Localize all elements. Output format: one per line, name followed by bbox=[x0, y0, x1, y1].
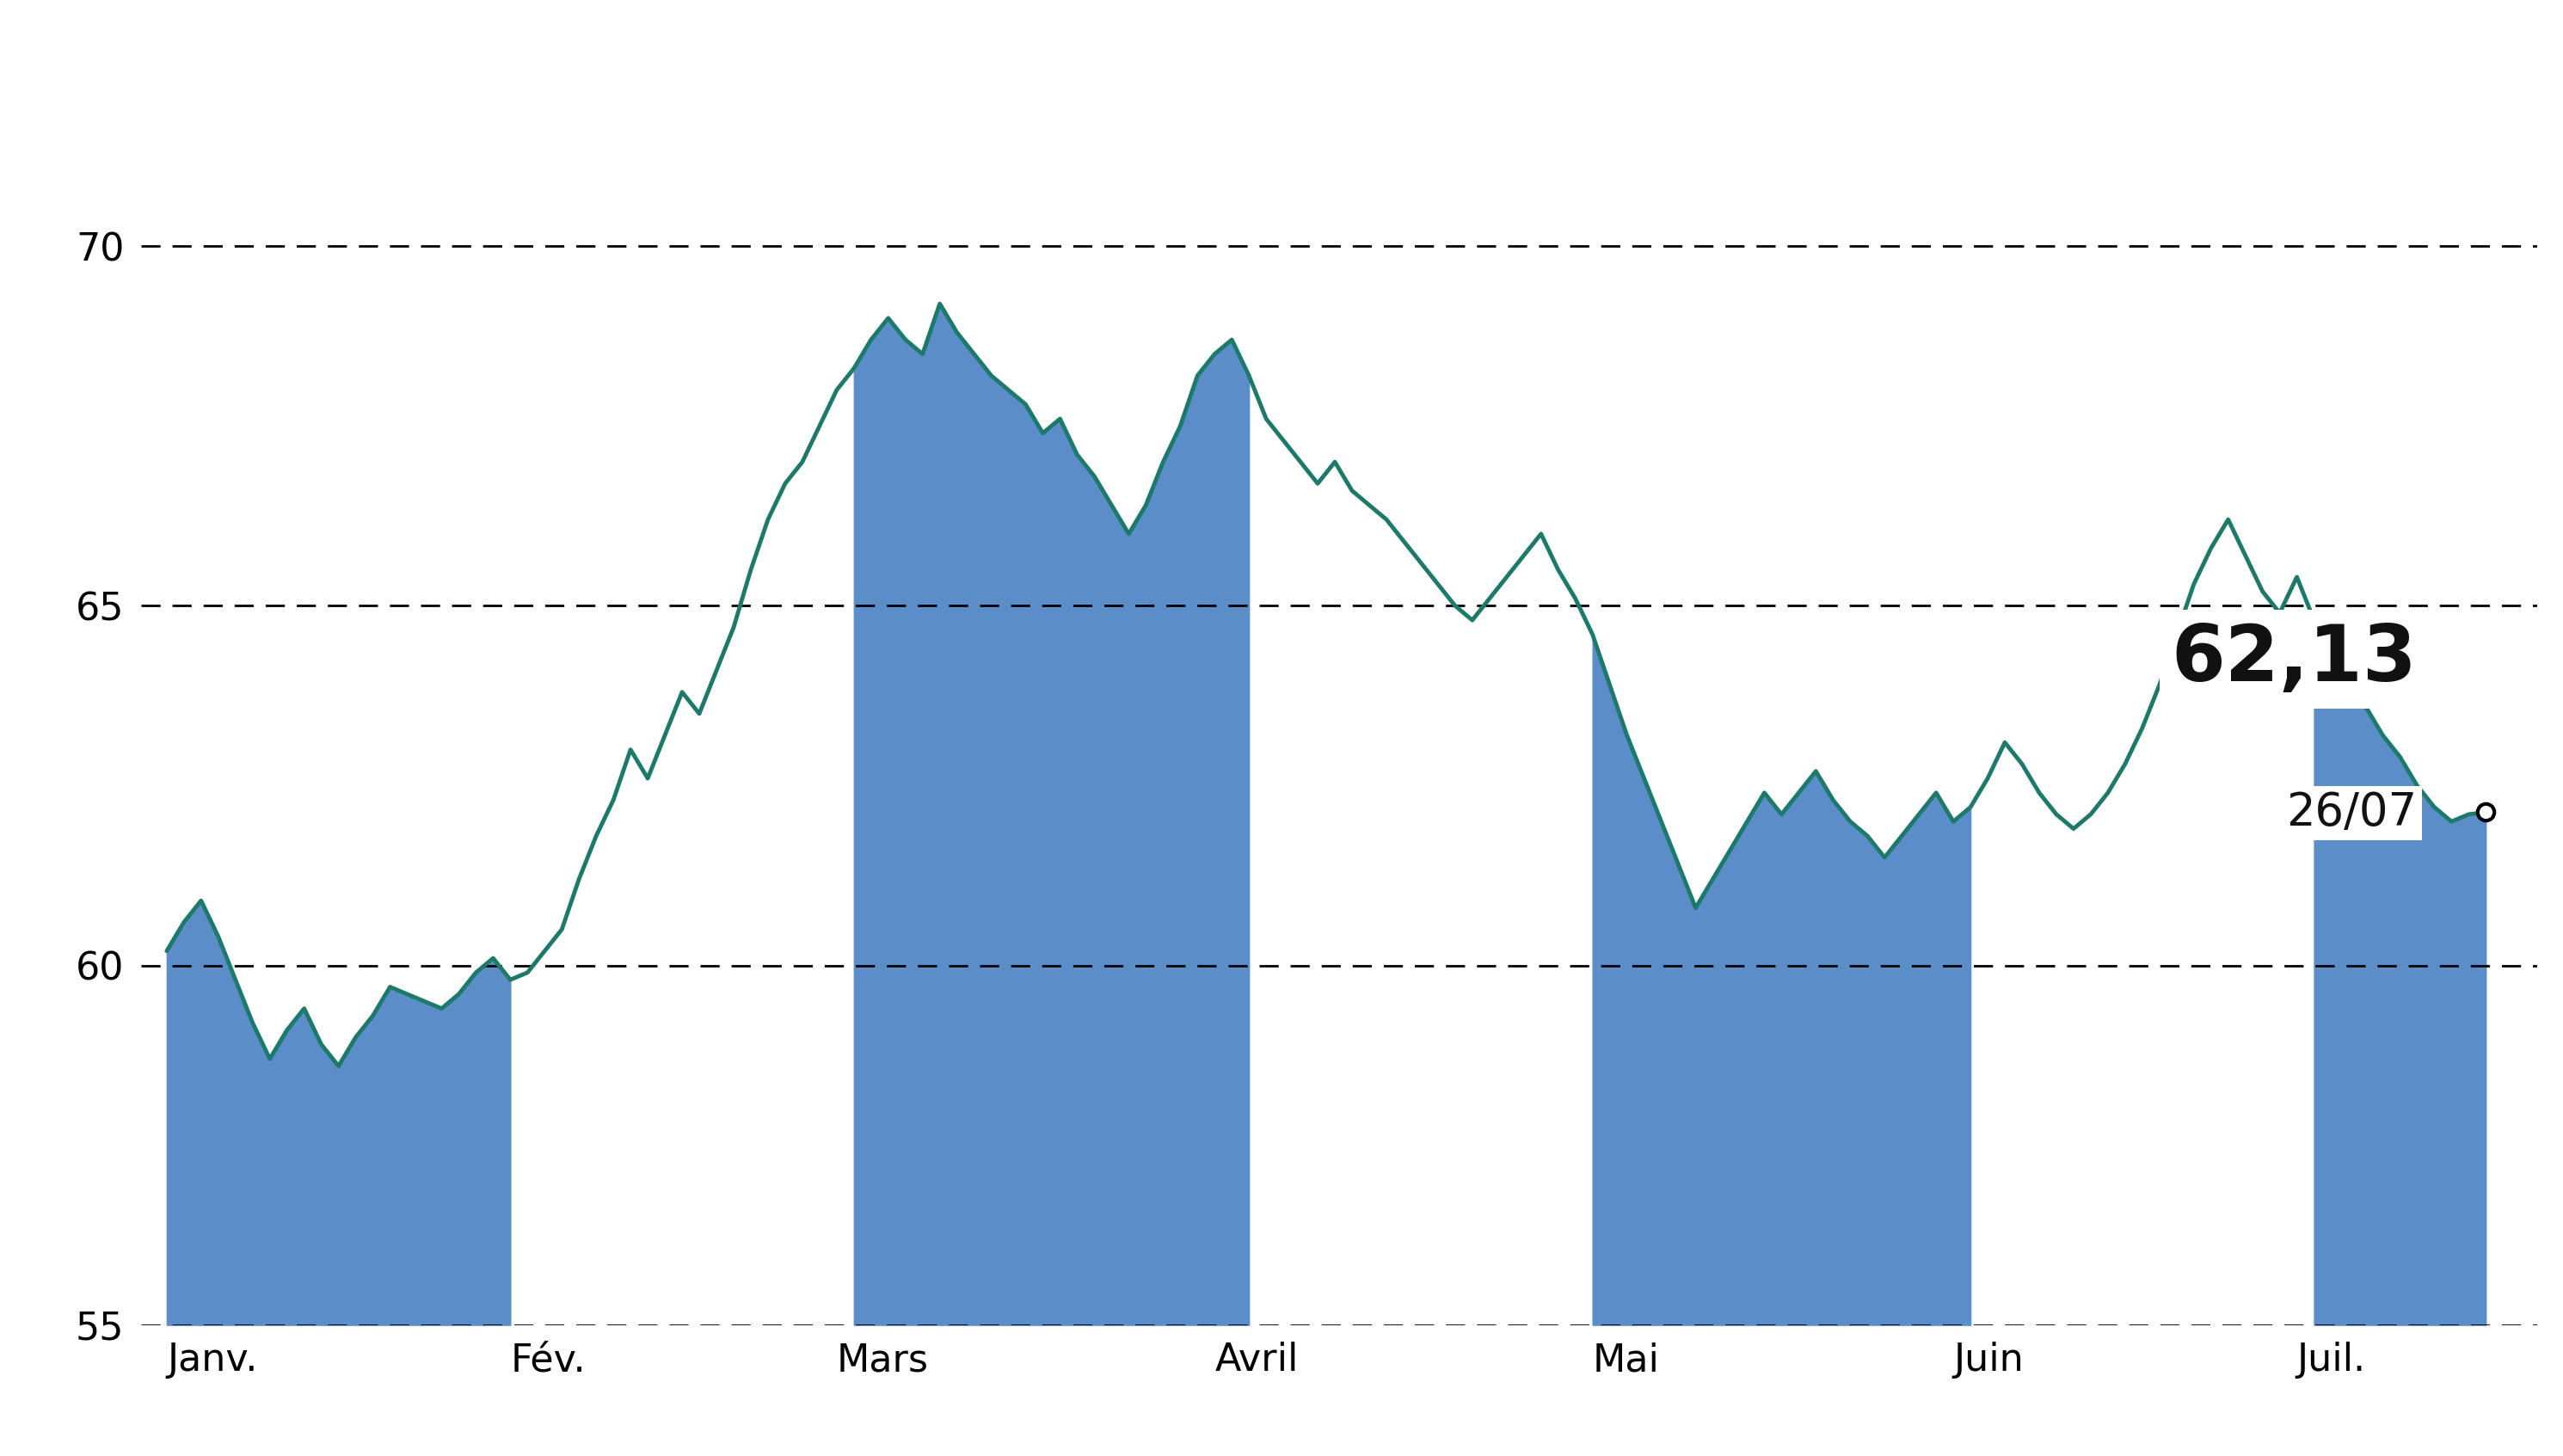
Text: TOTALENERGIES: TOTALENERGIES bbox=[818, 10, 1745, 109]
Text: 26/07: 26/07 bbox=[2286, 791, 2417, 836]
Text: 62,13: 62,13 bbox=[2171, 622, 2417, 697]
